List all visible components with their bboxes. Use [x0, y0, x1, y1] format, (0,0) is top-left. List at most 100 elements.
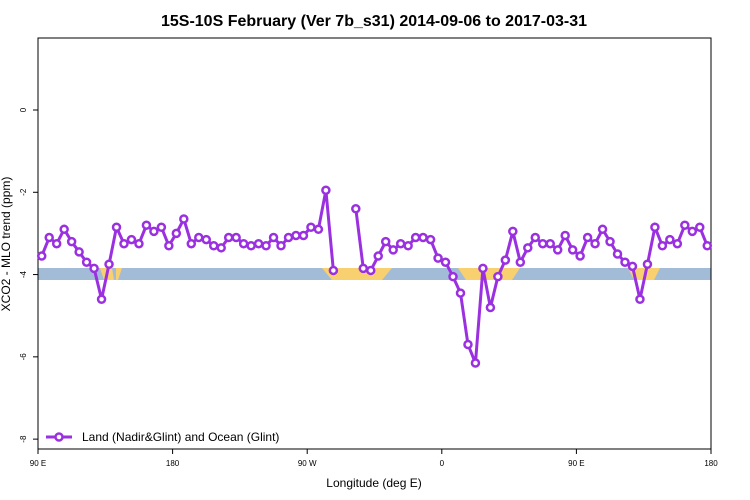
x-tick-label: 90 W: [298, 459, 317, 468]
y-tick-label: -4: [19, 270, 28, 278]
data-point: [627, 261, 638, 272]
data-point: [216, 243, 226, 253]
data-point: [687, 226, 698, 237]
data-point: [268, 232, 279, 243]
data-point: [620, 257, 630, 267]
data-point: [650, 222, 660, 232]
y-tick-label: -8: [19, 435, 28, 443]
data-point: [388, 245, 398, 255]
data-point: [530, 232, 541, 243]
data-point: [418, 232, 428, 243]
data-point: [657, 241, 668, 251]
x-tick-label: 180: [166, 459, 180, 468]
x-tick-label: 0: [440, 459, 445, 468]
x-tick-label: 90 E: [568, 459, 584, 468]
x-tick-label: 180: [704, 459, 718, 468]
x-axis-label: Longitude (deg E): [326, 476, 421, 490]
data-point: [448, 271, 458, 282]
data-point: [44, 232, 54, 243]
data-point: [366, 265, 376, 276]
data-point: [582, 232, 593, 243]
data-point: [81, 257, 92, 267]
data-point: [51, 238, 62, 249]
data-point: [223, 232, 234, 243]
data-point: [253, 238, 264, 249]
data-point: [111, 222, 122, 232]
data-point: [149, 226, 159, 237]
data-point: [141, 220, 152, 230]
data-point: [126, 234, 137, 245]
data-point: [597, 224, 608, 235]
data-point: [485, 302, 496, 313]
data-point: [36, 251, 47, 261]
data-point: [298, 230, 309, 241]
data-point: [433, 253, 443, 263]
data-point: [575, 251, 585, 261]
data-point: [538, 238, 548, 249]
data-point: [291, 230, 301, 241]
data-point: [403, 241, 413, 251]
x-tick-label: 90 E: [30, 459, 46, 468]
data-point: [463, 339, 473, 350]
data-point: [321, 185, 331, 195]
data-point: [470, 358, 481, 368]
data-point: [702, 241, 713, 251]
data-point: [164, 241, 174, 251]
land-patch: [116, 268, 122, 280]
data-point: [313, 224, 324, 235]
data-point: [134, 238, 144, 249]
data-point: [545, 238, 555, 249]
data-point: [672, 238, 683, 249]
data-point: [66, 236, 77, 247]
data-point: [306, 222, 316, 232]
data-point: [395, 238, 406, 249]
data-point: [523, 243, 533, 253]
data-point: [635, 294, 645, 304]
data-point: [500, 255, 511, 265]
data-point: [231, 232, 241, 243]
data-point: [642, 259, 653, 270]
data-point: [478, 263, 488, 274]
data-point: [425, 234, 436, 245]
data-point: [276, 241, 286, 251]
data-point: [283, 232, 294, 243]
data-point: [89, 263, 99, 274]
data-point: [238, 238, 249, 249]
data-point: [171, 228, 182, 239]
data-point: [493, 271, 503, 282]
data-point: [440, 257, 451, 267]
data-point: [358, 263, 369, 274]
data-point: [680, 220, 690, 230]
chart-title: 15S-10S February (Ver 7b_s31) 2014-09-06…: [161, 13, 587, 30]
data-point: [665, 234, 675, 245]
y-axis-label: XCO2 - MLO trend (ppm): [0, 177, 13, 312]
data-point: [74, 247, 84, 257]
y-tick-label: 0: [19, 107, 28, 112]
data-point: [208, 241, 219, 251]
data-point: [605, 236, 615, 247]
data-point: [201, 234, 211, 245]
data-point: [410, 232, 421, 243]
data-point: [156, 222, 167, 232]
data-point: [194, 232, 204, 243]
data-point: [261, 241, 271, 251]
y-tick-label: -2: [19, 188, 28, 196]
data-point: [590, 238, 600, 249]
data-point: [373, 251, 383, 261]
legend-marker: [54, 432, 64, 442]
data-point: [186, 238, 197, 249]
data-point: [104, 259, 114, 270]
data-point: [552, 245, 563, 255]
data-point: [351, 203, 361, 214]
data-point: [328, 265, 339, 276]
data-point: [246, 241, 256, 251]
land-patch: [458, 268, 520, 280]
y-tick-label: -6: [19, 353, 28, 361]
data-point: [567, 245, 578, 255]
data-point: [515, 257, 526, 267]
legend-label: Land (Nadir&Glint) and Ocean (Glint): [82, 430, 279, 444]
data-point: [380, 236, 391, 247]
data-point: [695, 222, 705, 232]
data-point: [59, 224, 69, 235]
